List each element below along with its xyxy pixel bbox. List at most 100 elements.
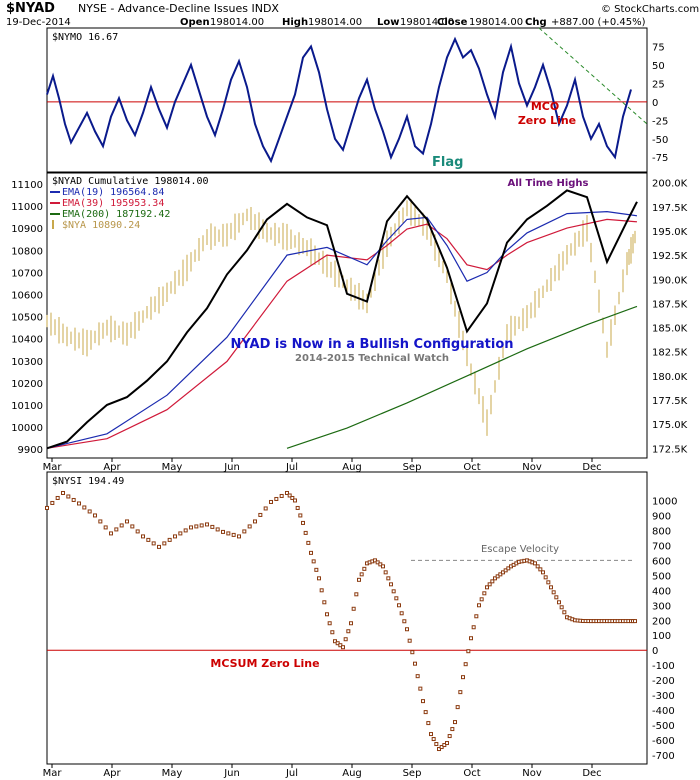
nysi-point — [162, 541, 167, 546]
nysi-point — [210, 524, 215, 529]
nysi-point — [189, 525, 193, 530]
nyad-y-tick-left-0: 11100 — [11, 180, 43, 191]
nysi-point — [301, 520, 305, 525]
nysi-point — [319, 588, 324, 593]
nysi-y-tick-2: 800 — [652, 526, 671, 537]
nyad-y-tick-right-2: 195.0K — [652, 227, 688, 238]
nysi-point — [471, 625, 476, 630]
nysi-point — [330, 630, 335, 635]
nymo-trend-line — [538, 27, 648, 125]
flag-label: Flag — [432, 155, 463, 170]
nysi-point — [287, 493, 292, 498]
technical-watch-label: 2014-2015 Technical Watch — [295, 353, 449, 364]
nymo-y-tick-5: -50 — [652, 135, 668, 146]
nysi-point — [474, 614, 479, 619]
nysi-panel: 10009008007006005004003002001000-100-200… — [45, 490, 677, 762]
nysi-point — [77, 501, 81, 506]
all-time-highs-label: All Time Highs — [507, 178, 588, 189]
nysi-point — [349, 621, 353, 626]
nysi-point — [389, 582, 393, 587]
nyad-y-tick-right-4: 190.0K — [652, 275, 688, 286]
nyad-y-tick-left-7: 10400 — [11, 335, 43, 346]
nysi-point — [242, 529, 247, 534]
nyad-legend-ema19: EMA(19) 196564.84 — [62, 187, 164, 198]
high-label: High — [282, 17, 308, 28]
nysi-point — [141, 534, 145, 539]
nysi-point — [399, 611, 404, 616]
ema39-line — [46, 218, 638, 449]
nysi-y-tick-11: -100 — [652, 661, 675, 672]
month-label-bottom-9: Dec — [582, 768, 601, 779]
nysi-point — [322, 600, 327, 605]
nysi-point — [146, 537, 151, 542]
nysi-point — [194, 524, 199, 529]
nymo-panel: 75 50 25 0 -25 -50 -75 — [46, 27, 668, 164]
nysi-y-tick-8: 200 — [652, 616, 671, 627]
nysi-point — [415, 674, 420, 679]
nysi-point — [485, 585, 489, 590]
month-label-bottom-5: Aug — [342, 768, 362, 779]
month-label-top-7: Oct — [463, 462, 480, 473]
nyad-y-tick-right-9: 177.5K — [652, 396, 688, 407]
nysi-point — [487, 582, 492, 587]
nysi-y-tick-1: 900 — [652, 511, 671, 522]
nysi-point — [317, 576, 321, 581]
month-label-bottom-3: Jun — [223, 768, 240, 779]
month-label-top-2: May — [162, 462, 183, 473]
escape-velocity-label: Escape Velocity — [481, 544, 559, 555]
nysi-point — [357, 577, 361, 582]
nysi-point — [391, 589, 396, 594]
low-value: 198014.00 — [400, 17, 454, 28]
nysi-point — [130, 524, 135, 529]
nysi-point — [535, 564, 540, 569]
high-value: 198014.00 — [308, 17, 362, 28]
nysi-point — [405, 627, 409, 632]
nysi-point — [381, 564, 385, 569]
nyad-y-tick-right-6: 185.0K — [652, 324, 688, 335]
nysi-point — [309, 550, 313, 555]
brand: © StockCharts.com — [601, 4, 699, 15]
chg-label: Chg — [525, 17, 547, 28]
nysi-point — [386, 576, 391, 581]
nysi-point — [215, 527, 220, 532]
nysi-point — [114, 527, 119, 532]
nysi-y-tick-12: -200 — [652, 676, 675, 687]
month-label-bottom-8: Nov — [522, 768, 542, 779]
nysi-point — [450, 727, 455, 732]
nysi-point — [541, 570, 545, 575]
nysi-point — [434, 742, 439, 747]
nysi-point — [71, 497, 76, 502]
mcsum-zero-label: MCSUM Zero Line — [210, 657, 319, 670]
nysi-point — [103, 525, 108, 530]
mco-zero-label-2: Zero Line — [518, 114, 576, 127]
nysi-y-tick-5: 500 — [652, 571, 671, 582]
month-label-top-4: Jul — [285, 462, 298, 473]
nyad-y-tick-left-11: 10000 — [11, 423, 43, 434]
mco-zero-label-1: MCO — [531, 100, 559, 113]
nymo-y-tick-4: -25 — [652, 116, 668, 127]
nyad-cumulative-line — [46, 189, 638, 450]
nysi-panel-frame — [46, 471, 648, 765]
nysi-point — [533, 561, 537, 566]
nysi-y-tick-17: -700 — [652, 751, 675, 762]
ema19-line — [46, 210, 638, 449]
date: 19-Dec-2014 — [6, 17, 71, 28]
nysi-point — [447, 734, 452, 739]
nysi-point — [50, 500, 55, 505]
nyad-y-tick-right-10: 175.0K — [652, 420, 688, 431]
nyad-y-tick-left-9: 10200 — [11, 379, 43, 390]
nysi-point — [61, 490, 65, 495]
nymo-line — [46, 36, 632, 164]
nysi-point — [410, 650, 415, 655]
nysi-point — [221, 529, 225, 534]
nysi-point — [87, 509, 92, 514]
nysi-point — [119, 523, 124, 528]
nysi-point — [359, 572, 364, 577]
nysi-point — [298, 513, 303, 518]
month-label-top-0: Mar — [43, 462, 63, 473]
month-label-bottom-2: May — [162, 768, 183, 779]
nyad-y-tick-right-7: 182.5K — [652, 348, 688, 359]
nysi-point — [633, 619, 637, 624]
nysi-point — [290, 495, 295, 500]
